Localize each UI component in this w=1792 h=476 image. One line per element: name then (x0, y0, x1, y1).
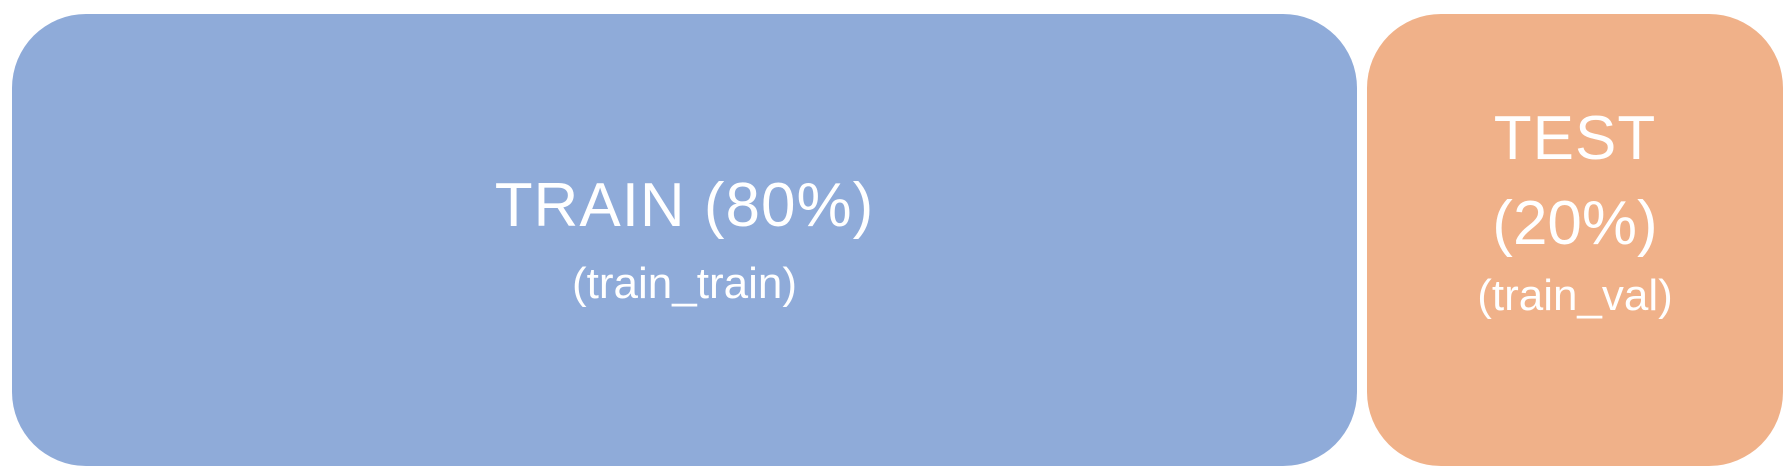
test-block-content: TEST (20%) (train_val) (1477, 94, 1673, 324)
train-block: TRAIN (80%) (train_train) (12, 14, 1357, 466)
test-block-percent: (20%) (1492, 189, 1658, 258)
test-block-subtitle: (train_val) (1477, 271, 1673, 320)
test-block-title: TEST (1493, 104, 1657, 173)
train-block-subtitle: (train_train) (572, 259, 797, 308)
test-block: TEST (20%) (train_val) (1367, 14, 1783, 466)
train-block-title: TRAIN (80%) (494, 171, 875, 240)
